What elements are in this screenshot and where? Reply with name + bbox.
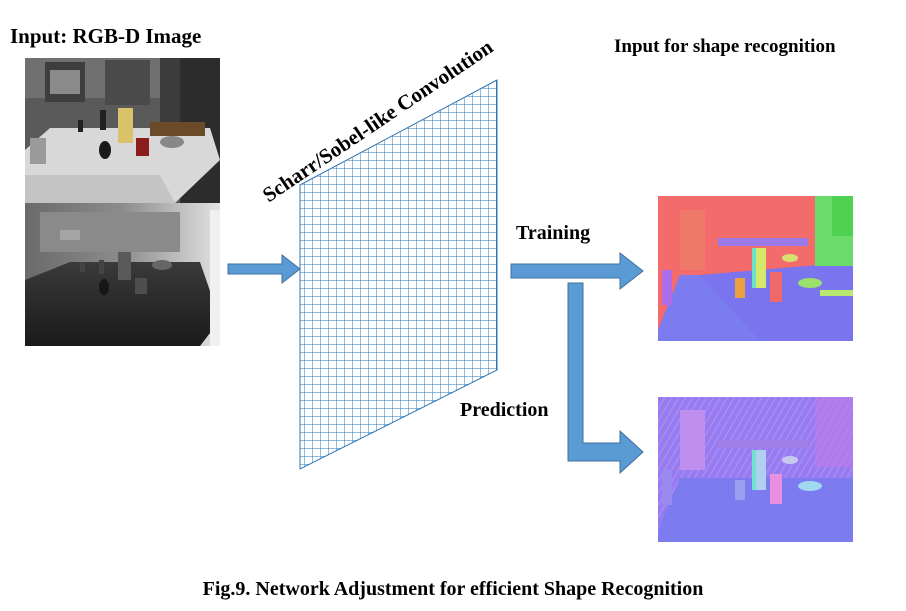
training-normal-map: [658, 196, 853, 341]
rgb-kitchen-image: [25, 58, 220, 203]
shape-recognition-title: Input for shape recognition: [614, 36, 836, 57]
figure-caption: Fig.9. Network Adjustment for efficient …: [202, 578, 704, 600]
training-label: Training: [516, 222, 591, 244]
input-title: Input: RGB-D Image: [10, 24, 202, 48]
depth-kitchen-image: [25, 203, 220, 346]
prediction-arrow: [567, 282, 644, 475]
prediction-normal-map: [658, 397, 853, 542]
input-arrow: [227, 253, 301, 285]
training-arrow: [510, 251, 644, 291]
prediction-label: Prediction: [460, 399, 549, 421]
convolution-grid: [299, 79, 498, 470]
